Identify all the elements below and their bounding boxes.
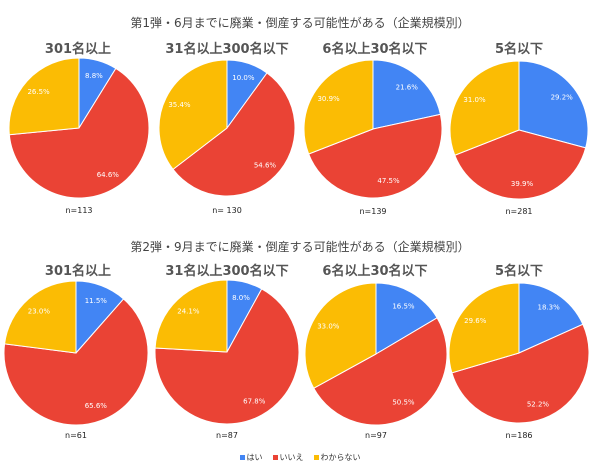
pie-slice-no bbox=[454, 129, 587, 200]
pie-slice-unknown bbox=[154, 279, 228, 353]
sample-size-label: n=139 bbox=[359, 207, 387, 216]
pie-title: 31名以上300名以下 bbox=[165, 42, 289, 57]
pie-data-label: 35.4% bbox=[168, 101, 191, 109]
pie-data-label: 8.8% bbox=[85, 72, 103, 80]
pie-slice-no bbox=[308, 113, 443, 199]
pie-title: 301名以上 bbox=[44, 42, 112, 57]
pie-slice-no bbox=[172, 72, 296, 197]
pie-title: 31名以上300名以下 bbox=[165, 264, 289, 279]
pie-data-label: 11.5% bbox=[85, 297, 108, 305]
pie-slice-no bbox=[3, 298, 149, 426]
pie-data-label: 29.2% bbox=[551, 94, 574, 102]
pie-title: 301名以上 bbox=[44, 264, 112, 279]
pie-slice-no bbox=[154, 288, 300, 425]
pie-slice-no bbox=[451, 323, 590, 424]
pie-title: 5名以下 bbox=[494, 42, 544, 57]
sample-size-label: n= 130 bbox=[212, 206, 242, 215]
pie-data-label: 8.0% bbox=[232, 294, 250, 302]
legend-label: わからない bbox=[320, 453, 361, 462]
pie-title: 5名以下 bbox=[494, 264, 544, 279]
pie-title: 6名以上30名以下 bbox=[322, 42, 428, 57]
pie-title: 6名以上30名以下 bbox=[322, 264, 428, 279]
sample-size-label: n=113 bbox=[65, 206, 93, 215]
section-title-2: 第2弾・9月までに廃業・倒産する可能性がある（企業規模別） bbox=[130, 240, 470, 254]
pie-data-label: 29.6% bbox=[464, 317, 487, 325]
pie-slice-no bbox=[313, 317, 448, 426]
sample-size-label: n=97 bbox=[365, 431, 387, 440]
pie-slice-unknown bbox=[449, 60, 520, 156]
pie-data-label: 30.9% bbox=[317, 95, 340, 103]
legend-label: いいえ bbox=[279, 453, 304, 462]
pie-data-label: 16.5% bbox=[392, 302, 415, 310]
sample-size-label: n=61 bbox=[65, 431, 87, 440]
pie-data-label: 64.6% bbox=[97, 171, 120, 179]
sample-size-label: n=87 bbox=[216, 431, 238, 440]
legend-item-unknown: わからない bbox=[313, 452, 361, 463]
pie-slice-yes bbox=[518, 282, 584, 354]
pie-slice-yes bbox=[375, 282, 438, 355]
pie-data-label: 54.6% bbox=[254, 162, 277, 170]
pie-data-label: 21.6% bbox=[396, 84, 419, 92]
legend-swatch bbox=[239, 455, 245, 460]
pie-data-label: 10.0% bbox=[232, 74, 255, 82]
pie-data-label: 52.2% bbox=[527, 401, 550, 409]
pie-data-label: 23.0% bbox=[28, 307, 51, 315]
pie-slice-unknown bbox=[158, 59, 228, 171]
pie-slice-yes bbox=[518, 60, 589, 149]
pie-data-label: 31.0% bbox=[463, 96, 486, 104]
pie-data-label: 39.9% bbox=[511, 180, 534, 188]
pie-data-label: 47.5% bbox=[377, 177, 400, 185]
legend: はい いいえ わからない bbox=[0, 452, 600, 463]
pie-data-label: 65.6% bbox=[85, 402, 108, 410]
legend-item-yes: はい bbox=[239, 452, 263, 463]
legend-swatch bbox=[313, 455, 319, 460]
pie-slice-unknown bbox=[303, 59, 374, 155]
pie-data-label: 50.5% bbox=[392, 399, 415, 407]
pie-data-label: 24.1% bbox=[177, 308, 200, 316]
pie-data-label: 33.0% bbox=[317, 322, 340, 330]
legend-label: はい bbox=[246, 453, 263, 462]
pie-slice-unknown bbox=[304, 282, 377, 389]
pie-data-label: 67.8% bbox=[243, 398, 266, 406]
sample-size-label: n=281 bbox=[505, 207, 533, 216]
pie-slice-no bbox=[8, 67, 150, 199]
pie-data-label: 18.3% bbox=[538, 304, 561, 312]
sample-size-label: n=186 bbox=[505, 431, 533, 440]
pie-data-label: 26.5% bbox=[27, 88, 50, 96]
pie-slice-unknown bbox=[448, 282, 520, 374]
pie-slice-yes bbox=[372, 59, 442, 130]
legend-swatch bbox=[272, 455, 278, 460]
pie-slice-unknown bbox=[4, 280, 77, 354]
pie-slice-unknown bbox=[8, 57, 80, 136]
legend-item-no: いいえ bbox=[272, 452, 304, 463]
section-title-1: 第1弾・6月までに廃業・倒産する可能性がある（企業規模別） bbox=[130, 16, 470, 30]
